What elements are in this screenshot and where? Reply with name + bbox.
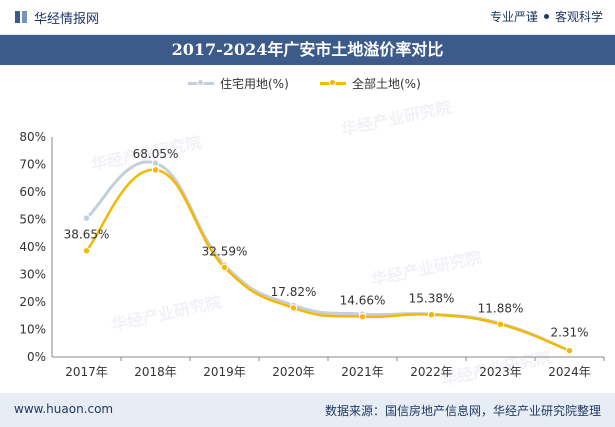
data-point-total <box>358 312 367 321</box>
legend-swatch-residential <box>188 79 214 86</box>
data-point-total <box>151 166 160 174</box>
tagline-left: 专业严谨 <box>489 10 538 24</box>
chart-title: 2017-2024年广安市土地溢价率对比 <box>171 40 444 59</box>
top-bar: 华经情报网 专业严谨 客观科学 <box>0 0 615 35</box>
x-tick-label: 2022年 <box>410 365 453 379</box>
footer-website: www.huaon.com <box>14 402 114 416</box>
data-label: 14.66% <box>340 294 386 308</box>
footer-source: 数据来源：国信房地产信息网，华经产业研究院整理 <box>324 404 601 418</box>
chart-legend: 住宅用地(%) 全部土地(%) <box>0 72 615 94</box>
tagline-dot-icon <box>543 14 549 19</box>
tagline: 专业严谨 客观科学 <box>490 8 603 25</box>
data-point-residential <box>82 214 91 222</box>
line-chart: 0% 10% 20% 30% 40% 50% 60% 70% 80% 2017年 2018年 2019… <box>19 130 605 379</box>
data-label: 38.65% <box>64 228 110 242</box>
data-point-total <box>496 320 505 329</box>
x-tick-label: 2019年 <box>203 365 246 379</box>
y-tick-label: 70% <box>19 158 46 172</box>
y-tick-label: 0% <box>27 350 46 364</box>
y-tick-label: 80% <box>19 130 46 144</box>
data-label: 15.38% <box>409 292 455 306</box>
data-point-total <box>427 311 436 319</box>
x-tick-label: 2020年 <box>272 365 315 379</box>
data-point-total <box>289 304 298 312</box>
data-point-total <box>565 346 574 355</box>
title-bar: 2017-2024年广安市土地溢价率对比 <box>0 35 615 65</box>
data-point-total <box>220 263 229 272</box>
y-tick-label: 10% <box>19 323 46 337</box>
y-tick-label: 30% <box>19 268 46 282</box>
y-tick-label: 50% <box>19 213 46 227</box>
tagline-right: 客观科学 <box>554 10 603 24</box>
data-point-residential <box>151 159 160 167</box>
legend-label-residential: 住宅用地(%) <box>220 77 289 91</box>
x-tick-label: 2023年 <box>479 365 522 379</box>
y-tick-label: 60% <box>19 185 46 199</box>
x-tick-label: 2017年 <box>65 365 108 379</box>
data-label: 11.88% <box>478 301 524 315</box>
footer-bar: www.huaon.com 数据来源：国信房地产信息网，华经产业研究院整理 <box>0 393 615 427</box>
y-tick-label: 40% <box>19 240 46 254</box>
data-label: 17.82% <box>271 285 317 299</box>
brand-name: 华经情报网 <box>34 12 100 27</box>
data-point-total <box>82 247 91 255</box>
data-label: 32.59% <box>202 244 248 258</box>
x-tick-label: 2018年 <box>134 365 177 379</box>
y-tick-label: 20% <box>19 295 46 309</box>
data-label: 68.05% <box>133 147 179 161</box>
x-tick-label: 2024年 <box>548 365 591 379</box>
legend-swatch-total <box>320 79 346 86</box>
brand-logo-icon <box>15 11 27 23</box>
x-tick-label: 2021年 <box>341 365 384 379</box>
legend-label-total: 全部土地(%) <box>352 77 421 91</box>
data-label: 2.31% <box>550 326 588 340</box>
